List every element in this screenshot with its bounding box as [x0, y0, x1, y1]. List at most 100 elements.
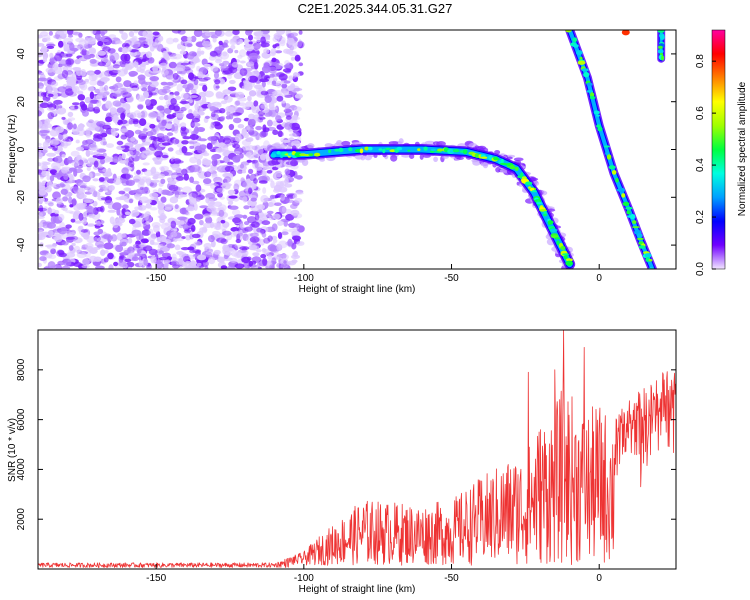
- colorbar-tick-label: 0.6: [695, 106, 706, 120]
- noise-blob: [210, 65, 219, 72]
- noise-blob: [242, 214, 248, 219]
- noise-blob: [57, 86, 67, 93]
- snr-frame: [37, 329, 677, 570]
- noise-blob: [162, 136, 168, 141]
- noise-blob: [253, 178, 258, 184]
- noise-blob: [38, 123, 48, 129]
- noise-blob: [174, 244, 181, 251]
- noise-blob: [249, 173, 257, 182]
- noise-blob: [158, 244, 164, 249]
- noise-blob: [79, 101, 86, 108]
- noise-blob: [270, 106, 278, 110]
- noise-blob: [246, 159, 252, 163]
- noise-blob: [94, 33, 101, 40]
- noise-blob: [171, 253, 177, 260]
- noise-blob: [254, 160, 259, 169]
- noise-blob: [230, 227, 239, 232]
- noise-blob: [182, 223, 189, 230]
- top-y-tick-label: 40: [16, 48, 27, 60]
- noise-blob: [71, 160, 80, 167]
- noise-blob: [279, 39, 286, 47]
- main-trace-hotspot: [525, 181, 533, 186]
- noise-blob: [260, 36, 267, 44]
- noise-blob: [50, 208, 56, 213]
- noise-blob: [271, 72, 281, 77]
- noise-blob: [182, 186, 192, 194]
- snr-y-axis-label: SNR (10 * v/v): [7, 418, 18, 482]
- noise-blob: [245, 76, 251, 81]
- noise-blob: [161, 154, 169, 159]
- noise-blob: [241, 106, 250, 110]
- main-trace-hotspot: [423, 146, 428, 151]
- noise-blob: [67, 156, 73, 164]
- noise-blob: [94, 88, 101, 94]
- noise-blob: [288, 75, 293, 82]
- noise-blob: [133, 80, 138, 85]
- noise-blob: [222, 51, 228, 57]
- noise-blob: [90, 147, 100, 151]
- noise-blob: [89, 58, 97, 64]
- noise-blob: [126, 150, 134, 157]
- noise-blob: [115, 244, 124, 253]
- noise-blob: [125, 179, 135, 186]
- noise-blob: [203, 178, 212, 185]
- noise-blob: [211, 154, 218, 161]
- noise-blob: [267, 254, 273, 260]
- noise-blob: [126, 261, 135, 268]
- noise-blob: [118, 155, 123, 163]
- noise-blob: [239, 68, 248, 77]
- noise-blob: [185, 206, 196, 212]
- noise-blob: [76, 128, 86, 137]
- noise-blob: [283, 108, 292, 113]
- noise-blob: [285, 213, 295, 221]
- noise-blob: [232, 156, 241, 163]
- noise-blob: [138, 243, 147, 248]
- noise-blob: [104, 200, 114, 206]
- noise-blob: [78, 225, 84, 230]
- noise-blob: [274, 171, 282, 178]
- noise-blob: [161, 88, 171, 94]
- main-trace-hotspot: [565, 260, 573, 266]
- noise-blob: [216, 237, 227, 243]
- noise-blob: [74, 245, 80, 251]
- noise-blob: [195, 196, 201, 202]
- noise-blob: [156, 104, 164, 111]
- noise-blob: [83, 198, 94, 204]
- noise-blob: [283, 48, 291, 54]
- noise-blob: [75, 146, 85, 151]
- noise-blob: [120, 53, 128, 62]
- noise-blob: [208, 55, 216, 61]
- noise-blob: [142, 30, 147, 37]
- noise-blob: [67, 49, 73, 54]
- noise-blob: [71, 242, 76, 247]
- noise-blob: [242, 181, 247, 187]
- noise-blob: [49, 175, 55, 182]
- noise-blob: [38, 188, 47, 196]
- steep-trace-hotspot: [583, 72, 590, 78]
- noise-blob: [296, 41, 305, 49]
- noise-blob: [203, 213, 211, 219]
- noise-blob: [248, 34, 253, 41]
- noise-blob: [223, 39, 229, 45]
- noise-blob: [137, 94, 145, 103]
- noise-blob: [151, 41, 159, 50]
- noise-blob: [213, 249, 221, 255]
- noise-blob: [77, 80, 86, 85]
- noise-blob: [241, 85, 250, 90]
- noise-blob: [292, 41, 298, 47]
- noise-blob: [284, 168, 291, 175]
- noise-blob: [107, 209, 117, 213]
- colorbar-gradient: [711, 29, 726, 270]
- noise-blob: [78, 123, 84, 132]
- noise-blob: [88, 213, 96, 218]
- noise-blob: [285, 199, 294, 203]
- spectrogram-y-ticks: -40 -20 0 20 40: [16, 48, 676, 252]
- noise-blob: [136, 248, 142, 254]
- top-y-tick-label: 0: [16, 146, 27, 152]
- noise-blob: [113, 177, 122, 186]
- noise-blob: [173, 126, 179, 134]
- main-trace-hotspot: [437, 148, 444, 152]
- noise-blob: [246, 256, 252, 261]
- noise-blob: [277, 130, 283, 138]
- noise-blob: [211, 158, 218, 167]
